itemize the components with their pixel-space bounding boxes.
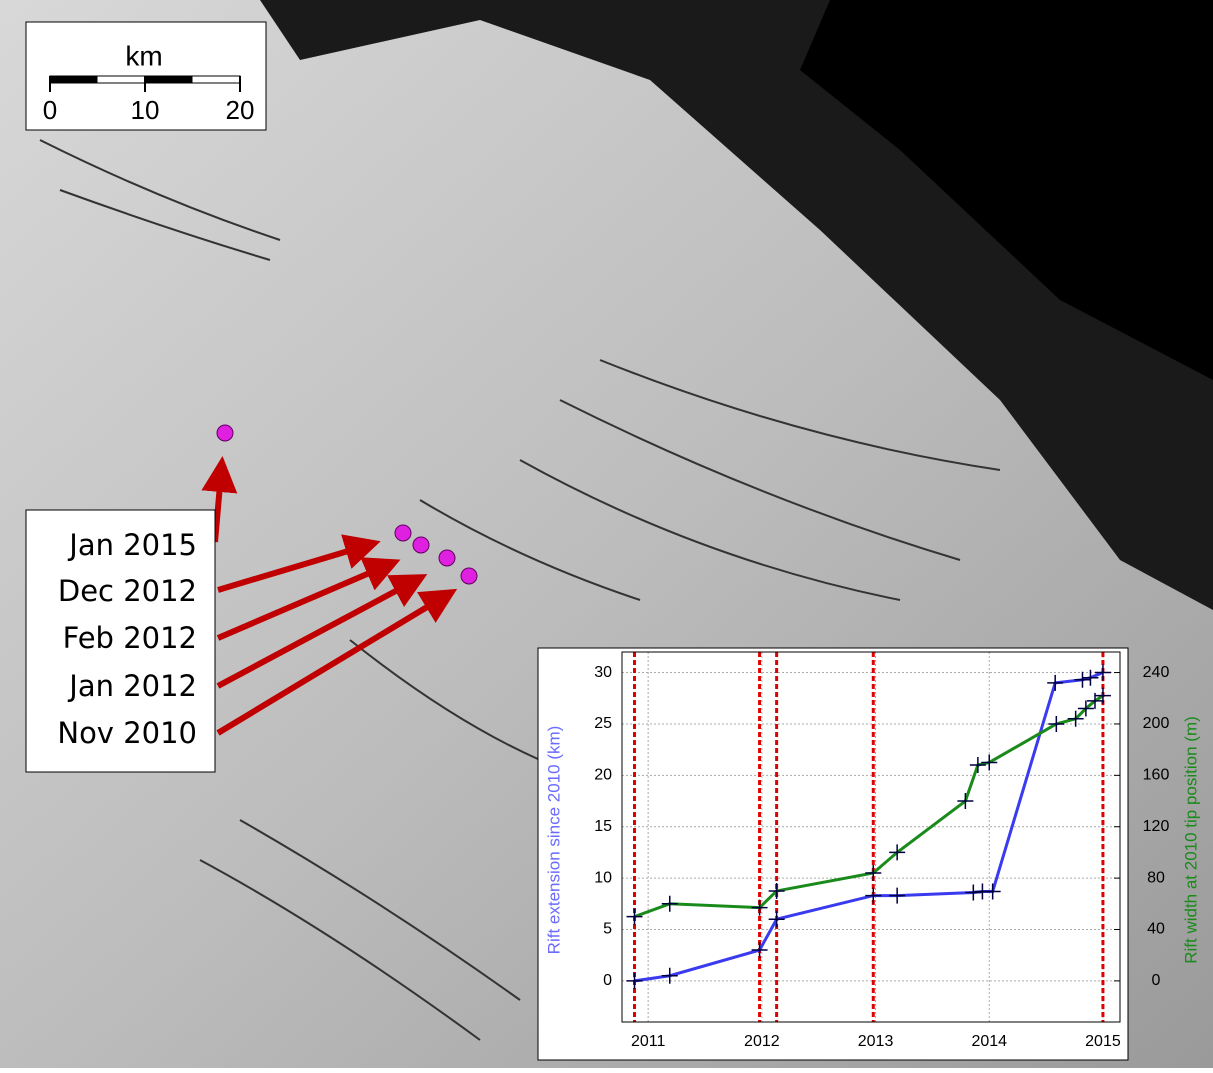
point-marker	[889, 887, 906, 904]
x-tick-label: 2014	[971, 1033, 1007, 1050]
point-marker	[626, 972, 643, 989]
point-marker	[1094, 664, 1111, 681]
y2-axis-label: Rift width at 2010 tip position (m)	[1181, 716, 1200, 964]
x-tick-label: 2013	[858, 1033, 894, 1050]
date-label: Nov 2010	[57, 716, 197, 750]
point-marker	[661, 967, 678, 984]
y-tick-label: 10	[594, 869, 612, 886]
point-marker	[1082, 669, 1099, 686]
point-marker	[1094, 687, 1111, 704]
point-marker	[626, 908, 643, 925]
y-tick-label: 25	[594, 715, 612, 732]
y2-tick-label: 40	[1147, 921, 1165, 938]
point-marker	[969, 757, 986, 774]
rift-tip	[438, 549, 456, 567]
rift-tip	[394, 524, 412, 542]
y-axis-label: Rift extension since 2010 (km)	[544, 726, 563, 955]
y-tick-label: 30	[594, 664, 612, 681]
date-label: Feb 2012	[63, 621, 197, 655]
point-marker	[768, 911, 785, 928]
point-marker	[768, 882, 785, 899]
point-marker	[865, 864, 882, 881]
y-tick-label: 5	[603, 921, 612, 938]
point-marker	[1047, 674, 1064, 691]
x-tick-label: 2012	[744, 1033, 780, 1050]
date-label: Jan 2015	[67, 528, 197, 562]
y2-tick-label: 120	[1143, 818, 1170, 835]
plot-frame	[621, 651, 1121, 1023]
y2-tick-label: 0	[1152, 972, 1161, 989]
y-tick-label: 0	[603, 972, 612, 989]
scale-tick-label: 0	[43, 95, 57, 125]
crevasses	[39, 139, 1001, 1041]
point-marker	[984, 883, 1001, 900]
series-line	[633, 694, 1104, 919]
point-marker	[751, 899, 768, 916]
rift-tip	[460, 567, 478, 585]
point-marker	[1048, 715, 1065, 732]
arrows	[201, 456, 458, 736]
scale-unit: km	[125, 40, 162, 71]
chart-panel	[537, 647, 1129, 1061]
y-tick-label: 20	[594, 767, 612, 784]
point-marker	[1077, 700, 1094, 717]
ocean	[800, 0, 1213, 380]
y-tick-label: 15	[594, 818, 612, 835]
point-marker	[889, 844, 906, 861]
scale-tick-label: 20	[226, 95, 255, 125]
scale-bar-black	[50, 76, 98, 83]
point-marker	[751, 942, 768, 959]
point-marker	[865, 887, 882, 904]
scale-bar-black	[145, 76, 193, 83]
scale-bar: 0 10 20	[43, 75, 255, 125]
rift-tip	[412, 536, 430, 554]
scale-tick-label: 10	[131, 95, 160, 125]
point-marker	[965, 884, 982, 901]
y2-tick-label: 80	[1147, 869, 1165, 886]
point-marker	[661, 895, 678, 912]
y2-tick-label: 200	[1143, 715, 1170, 732]
date-label: Jan 2012	[67, 669, 197, 703]
y2-tick-label: 160	[1143, 767, 1170, 784]
x-tick-label: 2011	[631, 1033, 666, 1050]
y2-tick-label: 240	[1143, 664, 1170, 681]
point-marker	[1067, 710, 1084, 727]
point-marker	[1074, 671, 1091, 688]
x-tick-label: 2015	[1085, 1033, 1121, 1050]
date-legend	[25, 509, 216, 773]
point-marker	[957, 793, 974, 810]
point-marker	[981, 754, 998, 771]
rift-tip	[216, 424, 234, 442]
date-label: Dec 2012	[58, 574, 197, 608]
